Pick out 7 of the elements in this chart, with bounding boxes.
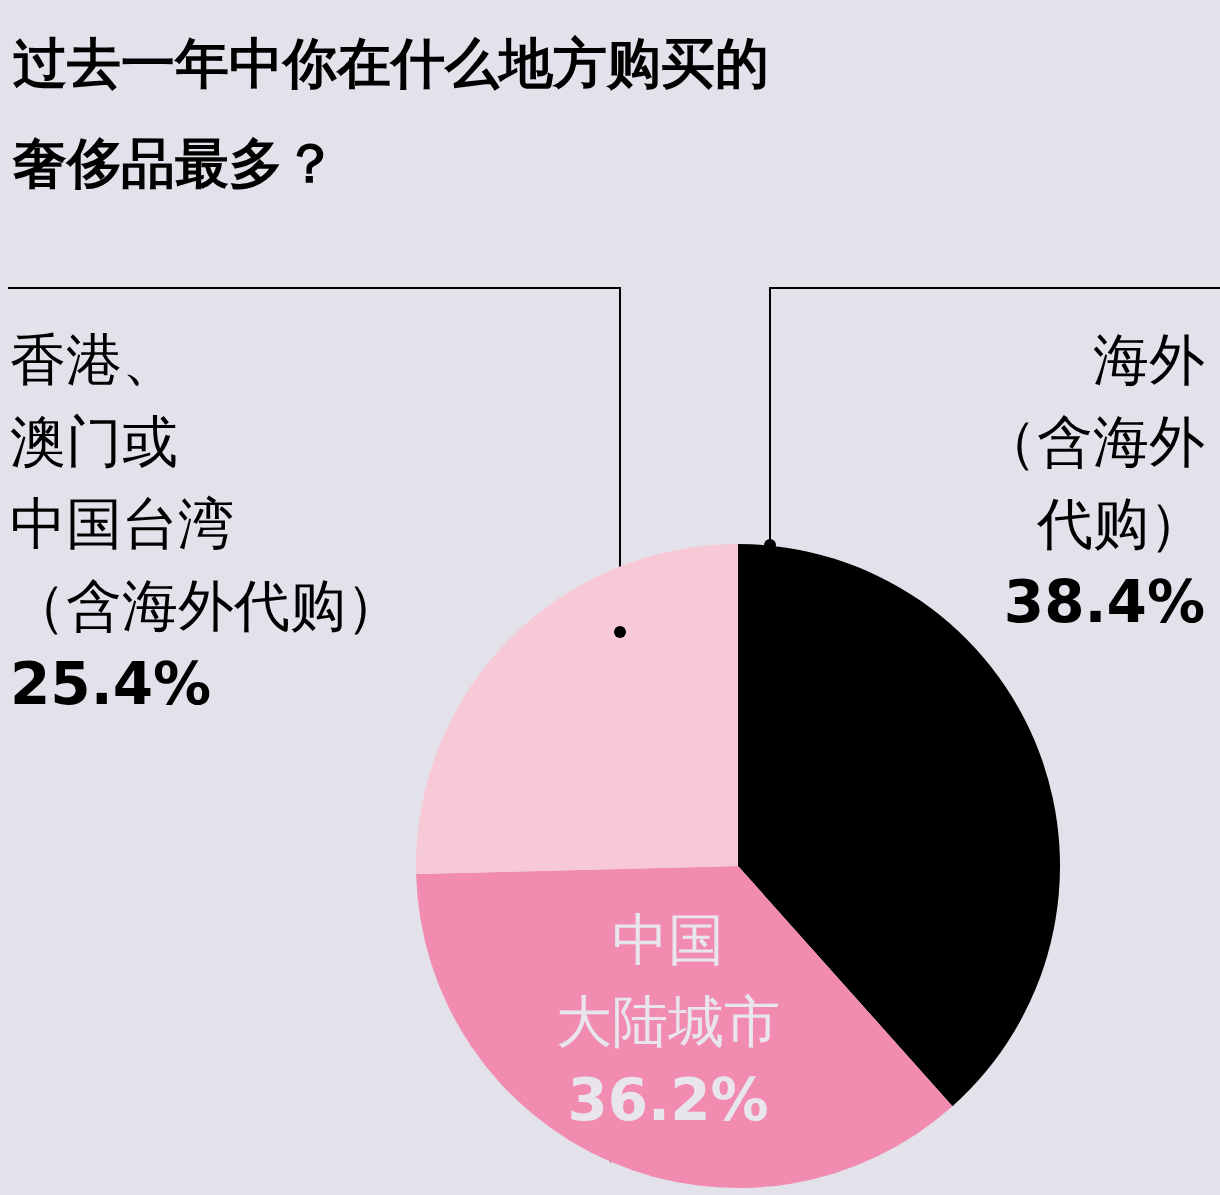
data-label: 36.2% — [567, 1066, 769, 1134]
slice-label: 海外（含海外代购） — [981, 326, 1205, 556]
data-label: 38.4% — [1003, 568, 1205, 636]
data-label: 25.4% — [10, 650, 212, 718]
slice-label: 中国大陆城市 — [556, 906, 780, 1054]
chart-title: 过去一年中你在什么地方购买的奢侈品最多？ — [12, 31, 769, 195]
slice-label: 香港、澳门或中国台湾（含海外代购） — [10, 326, 402, 638]
